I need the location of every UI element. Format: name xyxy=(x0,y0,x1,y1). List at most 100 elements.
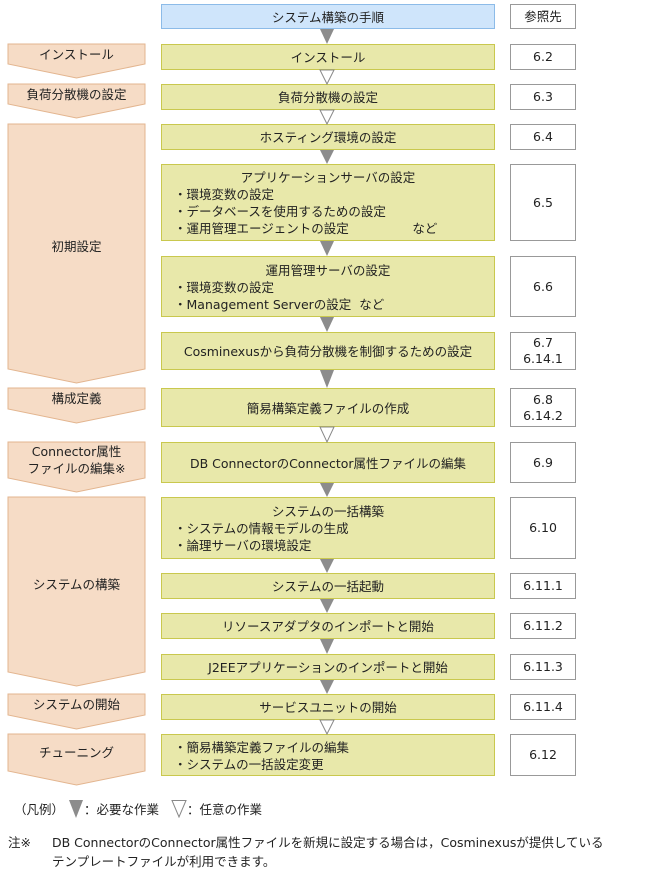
legend-required: ：必要な作業 xyxy=(84,802,160,817)
ref-number: 6.5 xyxy=(533,194,553,210)
phase-label-box: システムの開始 xyxy=(8,694,145,715)
required-arrow-icon xyxy=(69,800,84,818)
phase-label-box: 初期設定 xyxy=(8,124,145,369)
ref-number: 6.11.4 xyxy=(523,699,563,714)
ref-box: 6.12 xyxy=(510,734,576,776)
ref-box: 6.11.4 xyxy=(510,694,576,720)
phase-chevron xyxy=(7,83,146,119)
phase-label-box: インストール xyxy=(8,44,145,64)
ref-box: 6.7 6.14.1 xyxy=(510,332,576,370)
phase-label: 構成定義 xyxy=(51,391,102,406)
step-bullet: ・論理サーバの環境設定 xyxy=(174,538,312,553)
phase-label-box: チューニング xyxy=(8,734,145,771)
step-title: システムの一括起動 xyxy=(271,579,385,594)
phase-label: システムの開始 xyxy=(32,697,121,712)
step-box: アプリケーションサーバの設定・環境変数の設定・データベースを使用するための設定・… xyxy=(161,164,495,241)
ref-box: 6.5 xyxy=(510,164,576,241)
step-title: リソースアダプタのインポートと開始 xyxy=(222,619,434,634)
ref-number: 6.9 xyxy=(533,454,553,470)
step-box: インストール xyxy=(161,44,495,70)
ref-box: 6.11.3 xyxy=(510,654,576,680)
ref-number: 6.4 xyxy=(533,129,553,144)
step-title: DB ConnectorのConnector属性ファイルの編集 xyxy=(189,455,467,471)
legend-prefix: （凡例） xyxy=(14,802,65,817)
phase-label-box: Connector属性 ファイルの編集※ xyxy=(8,442,145,478)
step-box: J2EEアプリケーションのインポートと開始 xyxy=(161,654,495,680)
step-title: 運用管理サーバの設定 xyxy=(265,262,391,278)
step-box: DB ConnectorのConnector属性ファイルの編集 xyxy=(161,442,495,483)
phase-chevron xyxy=(7,387,146,424)
ref-box: 6.10 xyxy=(510,497,576,559)
phase-label-box: 構成定義 xyxy=(8,388,145,409)
ref-box: 6.11.2 xyxy=(510,613,576,639)
ref-box: 6.11.1 xyxy=(510,573,576,599)
ref-box: 6.9 xyxy=(510,442,576,483)
step-box: システムの一括起動 xyxy=(161,573,495,599)
step-bullet: ・システムの一括設定変更 xyxy=(174,756,324,772)
step-title: 簡易構築定義ファイルの作成 xyxy=(246,400,410,416)
phase-label: 負荷分散機の設定 xyxy=(26,86,127,102)
step-title: システムの一括構築 xyxy=(271,504,385,519)
phase-chevron xyxy=(7,441,146,493)
step-box: システムの一括構築 ・システムの情報モデルの生成 ・論理サーバの環境設定 xyxy=(161,497,495,559)
ref-box: 6.6 xyxy=(510,256,576,317)
ref-number: 6.11.2 xyxy=(523,618,563,633)
step-title: J2EEアプリケーションのインポートと開始 xyxy=(208,660,448,675)
phase-label: Connector属性 xyxy=(31,444,122,459)
ref-box: 6.2 xyxy=(510,44,576,70)
footnote-mark: 注※ xyxy=(8,835,31,850)
step-title: インストール xyxy=(290,50,366,65)
ref-number: 6.11.3 xyxy=(523,659,563,674)
ref-number: 6.8 xyxy=(533,391,553,407)
ref-number: 6.7 xyxy=(533,335,553,350)
step-title: サービスユニットの開始 xyxy=(259,700,397,715)
step-bullet: ・Management Serverの設定 など xyxy=(174,296,385,312)
ref-number: 6.12 xyxy=(529,747,557,762)
phase-label: システムの構築 xyxy=(32,577,121,592)
legend-optional: ：任意の作業 xyxy=(187,802,263,817)
step-box: 負荷分散機の設定 xyxy=(161,84,495,110)
phase-chevron xyxy=(7,693,146,730)
phase-label: 初期設定 xyxy=(51,239,102,254)
step-title: ホスティング環境の設定 xyxy=(259,130,397,145)
ref-box: 6.3 xyxy=(510,84,576,110)
header-title: システム構築の手順 xyxy=(271,10,385,25)
step-box: 運用管理サーバの設定 ・環境変数の設定 ・Management Serverの設定 … xyxy=(161,256,495,317)
step-bullet: ・運用管理エージェントの設定 など xyxy=(174,221,438,236)
phase-label-box: システムの構築 xyxy=(8,497,145,672)
phase-label: チューニング xyxy=(38,745,114,760)
ref-number: 6.14.2 xyxy=(523,407,563,423)
step-box: 簡易構築定義ファイルの作成 xyxy=(161,388,495,427)
phase-chevron xyxy=(7,496,146,687)
step-title: 負荷分散機の設定 xyxy=(277,90,378,105)
step-title: Cosminexusから負荷分散機を制御するための設定 xyxy=(183,344,473,359)
phase-label-box: 負荷分散機の設定 xyxy=(8,84,145,104)
step-bullet: ・データベースを使用するための設定 xyxy=(174,204,386,219)
step-box: ホスティング環境の設定 xyxy=(161,124,495,150)
ref-header-title: 参照先 xyxy=(524,8,562,24)
ref-number: 6.10 xyxy=(529,520,557,535)
ref-number: 6.14.1 xyxy=(523,351,563,366)
ref-number: 6.11.1 xyxy=(523,578,563,593)
ref-box: 6.8 6.14.2 xyxy=(510,388,576,427)
phase-chevron xyxy=(7,123,146,384)
ref-number: 6.3 xyxy=(533,89,553,104)
header-box: システム構築の手順 xyxy=(161,4,495,29)
ref-number: 6.2 xyxy=(533,49,553,64)
step-bullet: ・環境変数の設定 xyxy=(174,187,275,202)
step-box: Cosminexusから負荷分散機を制御するための設定 xyxy=(161,332,495,370)
phase-label: インストール xyxy=(39,46,114,62)
step-title: アプリケーションサーバの設定 xyxy=(240,170,416,185)
step-box: ・簡易構築定義ファイルの編集 ・システムの一括設定変更 xyxy=(161,734,495,776)
ref-box: 6.4 xyxy=(510,124,576,150)
step-bullet: ・環境変数の設定 xyxy=(174,279,275,295)
optional-arrow-icon xyxy=(171,800,187,819)
phase-chevron xyxy=(7,733,146,786)
footnote-line-2: テンプレートファイルが利用できます。 xyxy=(52,854,276,869)
step-bullet: ・簡易構築定義ファイルの編集 xyxy=(174,739,350,755)
ref-header-box: 参照先 xyxy=(510,4,576,29)
ref-number: 6.6 xyxy=(533,278,553,294)
step-box: リソースアダプタのインポートと開始 xyxy=(161,613,495,639)
phase-chevron xyxy=(7,43,146,79)
